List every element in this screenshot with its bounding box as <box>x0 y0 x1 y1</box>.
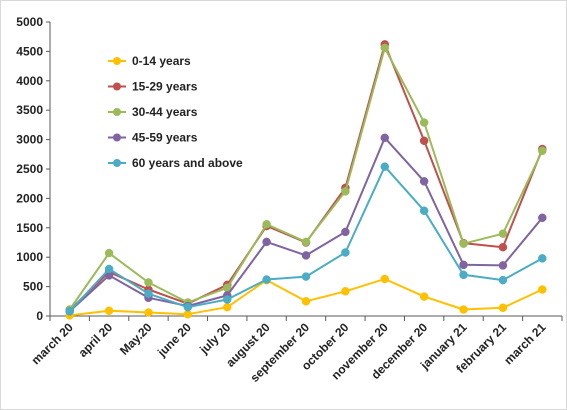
data-point <box>459 239 468 248</box>
data-point <box>144 278 153 287</box>
data-point <box>222 302 232 312</box>
legend-label: 0-14 years <box>132 54 191 68</box>
data-point <box>183 302 193 312</box>
data-point <box>104 264 114 274</box>
data-point <box>341 248 350 257</box>
legend-marker <box>113 82 121 91</box>
data-point <box>419 177 429 186</box>
data-point <box>538 254 547 263</box>
data-point <box>104 248 114 258</box>
legend-label: 45-59 years <box>132 131 198 145</box>
data-point <box>301 251 311 260</box>
y-tick-label: 3500 <box>16 103 43 117</box>
data-point <box>183 309 193 319</box>
data-point <box>380 43 390 53</box>
x-tick-label: july 20 <box>196 320 233 357</box>
x-tick-label: june 20 <box>154 320 194 360</box>
x-tick-label: march 20 <box>29 320 76 367</box>
data-point <box>419 206 429 215</box>
data-point <box>341 287 350 296</box>
data-point <box>498 303 508 313</box>
y-tick-label: 1500 <box>16 221 43 235</box>
data-point <box>262 237 271 247</box>
data-point <box>144 308 153 317</box>
data-point <box>144 289 153 298</box>
legend-marker <box>113 159 121 167</box>
data-point <box>498 242 508 252</box>
y-tick-label: 4000 <box>16 74 43 88</box>
legend-label: 15-29 years <box>132 80 198 94</box>
data-point <box>301 237 311 247</box>
data-point <box>498 275 508 285</box>
data-point <box>498 229 508 238</box>
data-point <box>538 146 547 156</box>
data-point <box>301 272 311 281</box>
data-point <box>341 187 350 196</box>
data-point <box>538 213 547 223</box>
y-tick-label: 1000 <box>16 250 43 264</box>
legend-marker <box>113 133 121 142</box>
data-point <box>419 292 429 301</box>
data-point <box>301 297 311 306</box>
data-point <box>222 295 232 304</box>
legend-marker <box>113 57 121 65</box>
legend-marker <box>113 108 121 116</box>
y-tick-label: 5000 <box>16 15 43 29</box>
data-point <box>538 285 547 294</box>
data-point <box>498 261 508 270</box>
x-tick-label: march 21 <box>501 320 548 367</box>
legend-label: 60 years and above <box>132 156 243 170</box>
data-point <box>262 275 271 284</box>
data-point <box>380 162 390 171</box>
y-tick-label: 2500 <box>16 162 43 176</box>
y-tick-label: 4500 <box>16 44 43 58</box>
data-point <box>459 260 468 270</box>
data-point <box>341 227 350 237</box>
data-point <box>104 306 114 315</box>
legend-label: 30-44 years <box>132 105 198 119</box>
data-point <box>65 307 74 316</box>
y-tick-label: 500 <box>23 280 43 294</box>
data-point <box>419 136 429 146</box>
data-point <box>419 118 429 127</box>
data-point <box>380 274 390 284</box>
x-tick-label: May.20 <box>117 320 155 358</box>
data-point <box>459 305 468 314</box>
y-tick-label: 2000 <box>16 191 43 205</box>
data-point <box>459 270 468 280</box>
data-point <box>262 220 271 229</box>
y-tick-label: 0 <box>36 309 43 323</box>
x-tick-label: april 20 <box>76 320 116 360</box>
data-point <box>380 133 390 143</box>
y-tick-label: 3000 <box>16 133 43 147</box>
